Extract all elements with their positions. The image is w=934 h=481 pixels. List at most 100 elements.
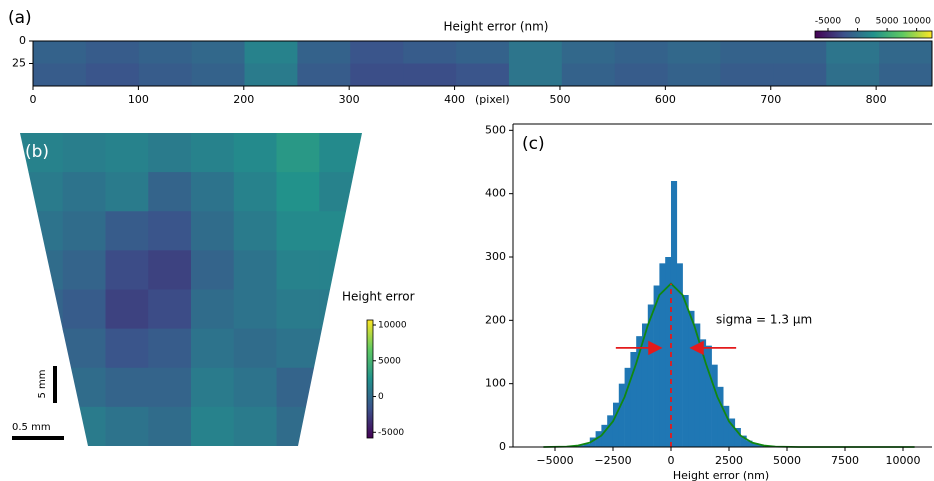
colorbar-tick-label: 10000	[378, 321, 407, 331]
heatmap-cell	[319, 172, 362, 212]
x-tick-label: 0	[667, 454, 674, 467]
histogram-bar	[740, 435, 747, 447]
x-tick-label: 7500	[831, 454, 859, 467]
histogram-bar	[752, 443, 759, 447]
histogram-bar	[682, 295, 689, 447]
heatmap-cell	[403, 63, 457, 87]
heatmap-cell	[20, 172, 64, 212]
x-tick-label: 200	[233, 93, 254, 106]
heatmap-cell	[561, 41, 616, 64]
histogram-bar	[607, 415, 614, 447]
heatmap-cell	[62, 133, 106, 173]
heatmap-cell	[276, 406, 320, 446]
heatmap-cell	[614, 41, 669, 64]
x-axis-label: (pixel)	[475, 93, 510, 106]
heatmap-cell	[276, 289, 320, 330]
scalebar-vertical	[53, 366, 57, 403]
heatmap-cell	[276, 367, 320, 408]
heatmap-cell	[233, 289, 277, 330]
y-tick-label: 0	[499, 440, 506, 453]
panel-label: (a)	[8, 8, 32, 28]
heatmap-cell	[85, 63, 140, 87]
heatmap-cell	[85, 41, 140, 64]
histogram-bar	[641, 323, 649, 447]
heatmap-cell	[33, 63, 87, 87]
colorbar-tick-label: -5000	[378, 428, 404, 438]
histogram-bar	[688, 310, 695, 447]
heatmap-cell	[276, 250, 320, 290]
heatmap-cell	[105, 328, 149, 369]
heatmap-cell	[20, 133, 64, 173]
y-tick-label: 500	[485, 123, 506, 136]
heatmap-cell	[148, 406, 192, 446]
histogram-bar	[647, 304, 654, 447]
heatmap-cell	[105, 367, 149, 408]
histogram-bar	[711, 364, 718, 447]
x-tick-label: 2500	[715, 454, 743, 467]
heatmap-cell	[62, 367, 106, 408]
heatmap-cell	[614, 63, 669, 87]
histogram-bar	[717, 386, 724, 447]
histogram-bar	[705, 345, 712, 447]
heatmap-cell	[62, 211, 106, 251]
heatmap-cell	[297, 41, 351, 64]
heatmap-cell	[319, 211, 362, 251]
heatmap-cell	[276, 328, 320, 369]
heatmap-cell	[319, 406, 362, 446]
histogram-bar	[734, 428, 741, 447]
histogram-bar	[723, 405, 730, 447]
heatmap-cell	[319, 250, 362, 290]
heatmap-cell	[191, 211, 235, 251]
heatmap-cell	[233, 328, 277, 369]
heatmap-cell	[276, 172, 320, 212]
x-tick-label: 800	[866, 93, 887, 106]
heatmap-cell	[456, 63, 510, 87]
panel-a: (a) Height error (nm) 0 100 200 300 400 500 600 7…	[8, 8, 933, 106]
heatmap-cell	[20, 289, 64, 330]
histogram-bar	[653, 285, 660, 447]
x-tick-label: 300	[339, 93, 360, 106]
heatmap-cell	[350, 63, 404, 87]
heatmap-cell	[879, 63, 933, 87]
heatmap-cell	[62, 250, 106, 290]
heatmap-cell	[826, 41, 880, 64]
heatmap-cell	[62, 289, 106, 330]
heatmap-cell	[191, 367, 235, 408]
heatmap-cell	[20, 328, 64, 369]
colorbar-tick-label: -5000	[815, 17, 841, 27]
y-tick-label: 400	[485, 187, 506, 200]
scalebar-vertical-label: 5 mm	[37, 369, 48, 398]
heatmap-cell	[33, 41, 87, 64]
heatmap-cell	[350, 41, 404, 64]
heatmap-cell	[148, 172, 192, 212]
scalebar-horizontal	[12, 436, 64, 440]
y-tick-label: 300	[485, 250, 506, 263]
scalebar-horizontal-label: 0.5 mm	[12, 422, 51, 433]
x-tick-label: 500	[549, 93, 570, 106]
heatmap-cell	[276, 211, 320, 251]
heatmap-cell	[508, 41, 563, 64]
colorbar	[366, 319, 374, 439]
heatmap	[20, 133, 362, 446]
heatmap-cell	[773, 63, 827, 87]
x-tick-label: 5000	[773, 454, 801, 467]
panel-b: (b) Height error -5000 0 5000 10000 5 mm 0.5 mm	[12, 133, 415, 446]
heatmap-cell	[105, 172, 149, 212]
histogram-bar	[699, 339, 707, 447]
heatmap-cell	[62, 406, 106, 446]
heatmap-cell	[233, 133, 277, 173]
heatmap	[33, 41, 933, 87]
histogram-bar	[595, 431, 602, 447]
histogram-bar	[583, 443, 591, 447]
histogram-bar	[665, 257, 672, 447]
histogram-bar	[578, 445, 585, 447]
histogram-bar	[694, 323, 701, 447]
heatmap-cell	[191, 250, 235, 290]
heatmap-cell	[773, 41, 827, 64]
x-tick-label: 100	[128, 93, 149, 106]
heatmap-cell	[20, 250, 64, 290]
heatmap-cell	[456, 41, 510, 64]
panel-c: sigma = 1.3 μm−5000 −2500 0 2500 5000 7500 100…	[485, 123, 932, 481]
x-tick-label: 700	[760, 93, 781, 106]
